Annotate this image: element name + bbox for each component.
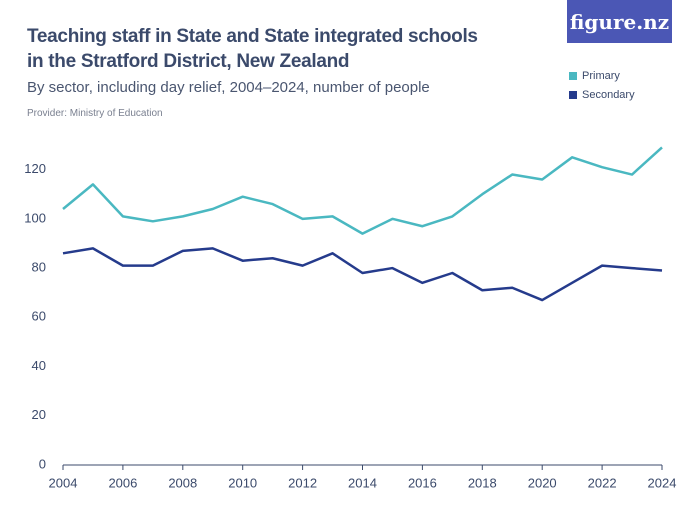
y-tick-label: 40 <box>32 358 46 373</box>
x-tick-label: 2012 <box>288 475 317 490</box>
x-tick-label: 2008 <box>168 475 197 490</box>
x-tick-label: 2004 <box>49 475 78 490</box>
x-tick-label: 2010 <box>228 475 257 490</box>
legend-swatch <box>569 91 577 99</box>
chart-subtitle: By sector, including day relief, 2004–20… <box>27 79 430 96</box>
chart-source: Provider: Ministry of Education <box>27 108 163 119</box>
y-tick-label: 100 <box>24 210 46 225</box>
y-tick-label: 120 <box>24 161 46 176</box>
x-tick-label: 2016 <box>408 475 437 490</box>
x-tick-label: 2020 <box>528 475 557 490</box>
legend-label: Primary <box>582 70 620 82</box>
series-line <box>62 146 663 235</box>
legend-swatch <box>569 72 577 80</box>
legend-label: Secondary <box>582 89 635 101</box>
x-tick-label: 2006 <box>108 475 137 490</box>
chart-title: Teaching staff in State and State integr… <box>27 26 478 72</box>
x-tick-label: 2024 <box>648 475 677 490</box>
y-tick-label: 0 <box>39 456 46 471</box>
x-tick-label: 2014 <box>348 475 377 490</box>
y-tick-label: 80 <box>32 260 46 275</box>
x-tick-label: 2018 <box>468 475 497 490</box>
series-line <box>62 247 663 302</box>
y-tick-label: 20 <box>32 407 46 422</box>
logo: figure.nz <box>567 0 672 43</box>
x-tick-label: 2022 <box>588 475 617 490</box>
y-tick-label: 60 <box>32 309 46 324</box>
